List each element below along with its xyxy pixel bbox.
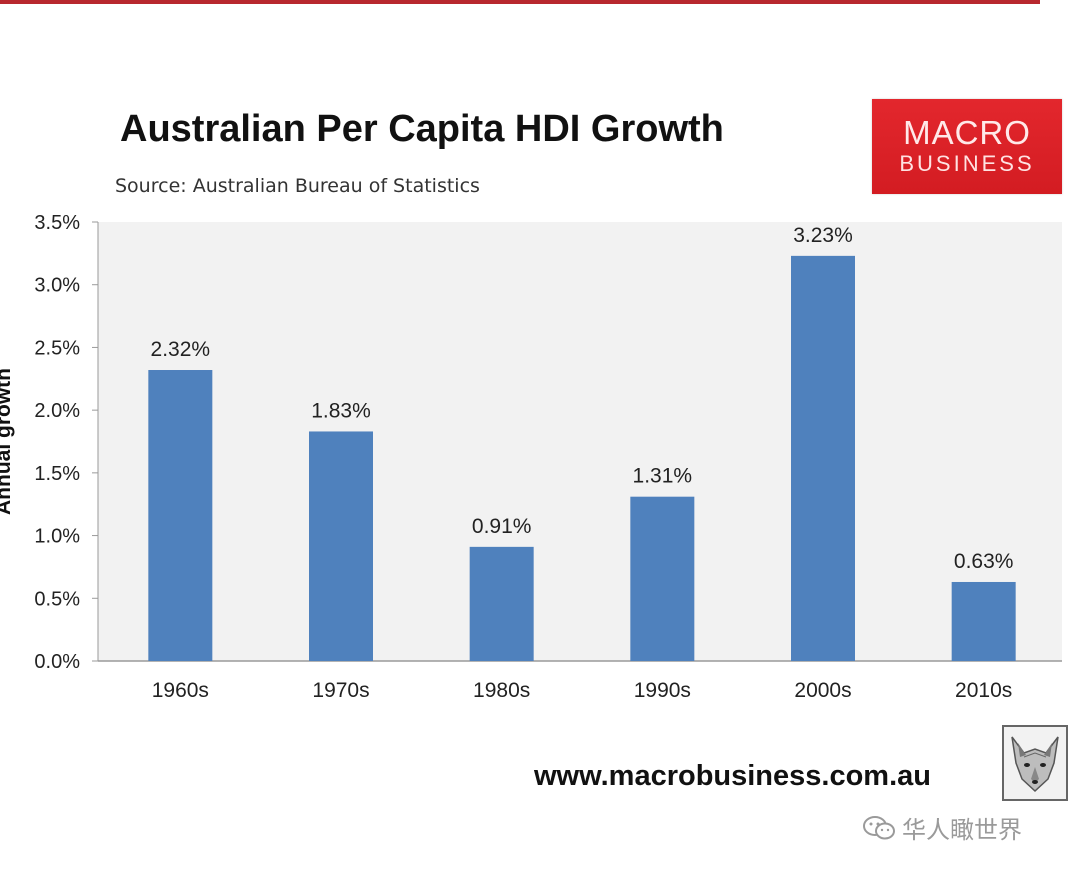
- bar-1980s: [469, 546, 534, 661]
- x-tick-label: 1960s: [152, 679, 209, 702]
- wechat-icon: [862, 815, 896, 848]
- x-tick-label: 1990s: [634, 679, 691, 702]
- data-label: 3.23%: [793, 224, 853, 247]
- website-url: www.macrobusiness.com.au: [534, 760, 931, 792]
- bar-chart: 0.0% 0.5% 1.0% 1.5% 2.0% 2.5% 3.0% 3.5% Annual g…: [0, 212, 1062, 702]
- chart-source: Source: Australian Bureau of Statistics: [115, 175, 480, 197]
- y-tick-label: 2.5%: [34, 337, 80, 359]
- y-tick-label: 1.5%: [34, 463, 80, 485]
- top-accent-rule: [0, 0, 1040, 4]
- bar-2000s: [791, 255, 855, 661]
- plot-area: [98, 222, 1062, 661]
- y-tick-label: 3.5%: [34, 212, 80, 234]
- bar-2010s: [951, 581, 1016, 661]
- data-label: 1.83%: [311, 399, 371, 422]
- bar-1960s: [148, 370, 213, 661]
- x-tick-label: 1970s: [312, 679, 369, 702]
- x-tick-label: 2000s: [794, 679, 851, 702]
- chart-title: Australian Per Capita HDI Growth: [120, 108, 724, 150]
- logo-line-1: MACRO: [903, 114, 1031, 151]
- x-tick-label: 2010s: [955, 679, 1012, 702]
- y-tick-label: 3.0%: [34, 275, 80, 297]
- y-tick-label: 0.5%: [34, 588, 80, 610]
- watermark: 华人瞰世界: [862, 810, 1022, 848]
- y-axis-title: Annual growth: [0, 368, 15, 515]
- logo-line-2: BUSINESS: [899, 151, 1035, 176]
- x-tick-label: 1980s: [473, 679, 530, 702]
- y-tick-label: 1.0%: [34, 526, 80, 548]
- y-tick-label: 2.0%: [34, 400, 80, 422]
- bar-1990s: [630, 496, 695, 661]
- macrobusiness-logo: MACRO BUSINESS: [872, 99, 1062, 194]
- data-label: 1.31%: [633, 465, 693, 488]
- bar-1970s: [309, 431, 373, 661]
- data-label: 0.63%: [954, 550, 1014, 573]
- data-label: 0.91%: [472, 515, 532, 538]
- wolf-logo-icon: [1002, 725, 1068, 801]
- data-label: 2.32%: [151, 338, 211, 361]
- y-tick-label: 0.0%: [34, 651, 80, 673]
- watermark-text: 华人瞰世界: [902, 817, 1022, 844]
